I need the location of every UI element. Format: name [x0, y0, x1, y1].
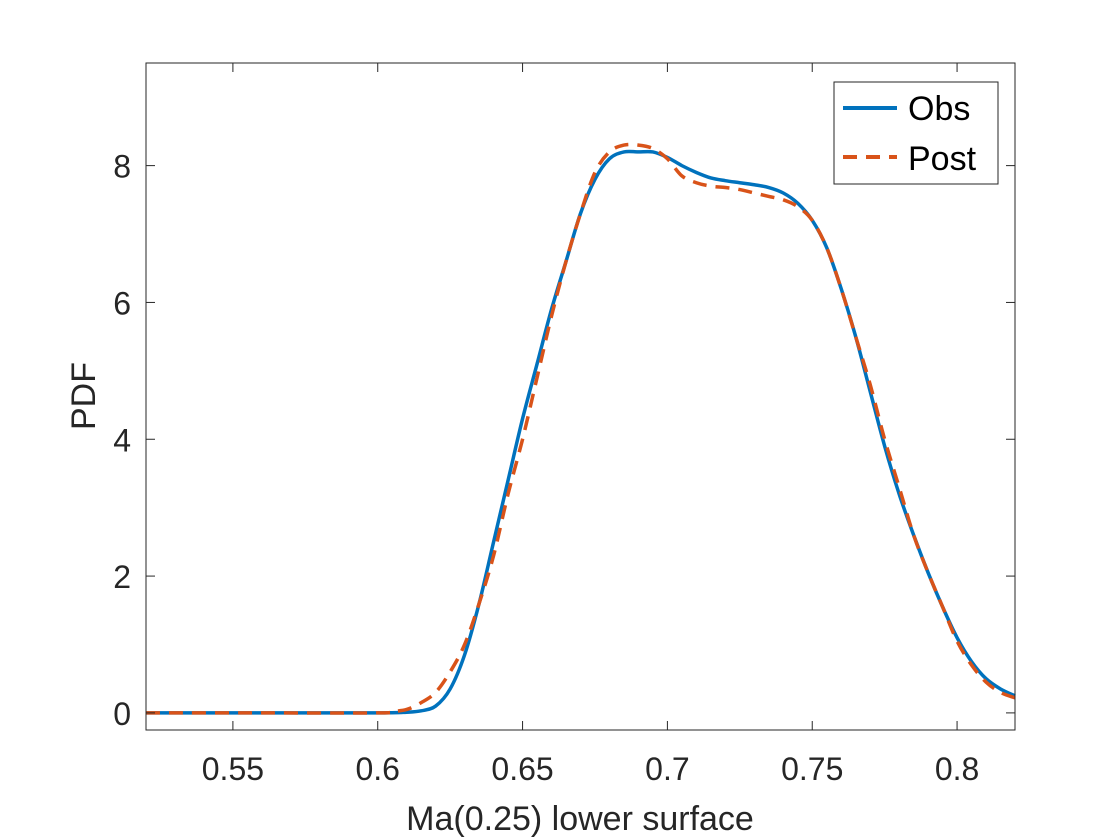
series-line-post	[146, 142, 1016, 715]
y-axis-label: PDF	[65, 362, 103, 430]
series-layer	[146, 142, 1016, 715]
y-tick-label: 2	[113, 559, 131, 595]
x-tick-label: 0.6	[355, 751, 399, 787]
legend-label-obs: Obs	[908, 90, 970, 128]
x-tick-label: 0.75	[781, 751, 843, 787]
ticks-layer: 0.55 0.6 0.65 0.7 0.75 0.8 0 2 4 6 8	[113, 63, 1015, 787]
x-tick-label: 0.55	[202, 751, 264, 787]
y-tick-label: 8	[113, 149, 131, 185]
y-tick-label: 6	[113, 285, 131, 321]
x-tick-label: 0.65	[491, 751, 553, 787]
x-tick-label: 0.7	[645, 751, 689, 787]
legend-label-post: Post	[908, 140, 977, 178]
series-line-obs	[146, 149, 1016, 715]
y-tick-label: 4	[113, 422, 131, 458]
plot-frame	[145, 62, 1016, 731]
legend: Obs Post	[833, 81, 999, 185]
y-tick-label: 0	[113, 696, 131, 732]
x-tick-label: 0.8	[935, 751, 979, 787]
x-axis-label: Ma(0.25) lower surface	[406, 800, 754, 838]
legend-box	[833, 81, 999, 185]
